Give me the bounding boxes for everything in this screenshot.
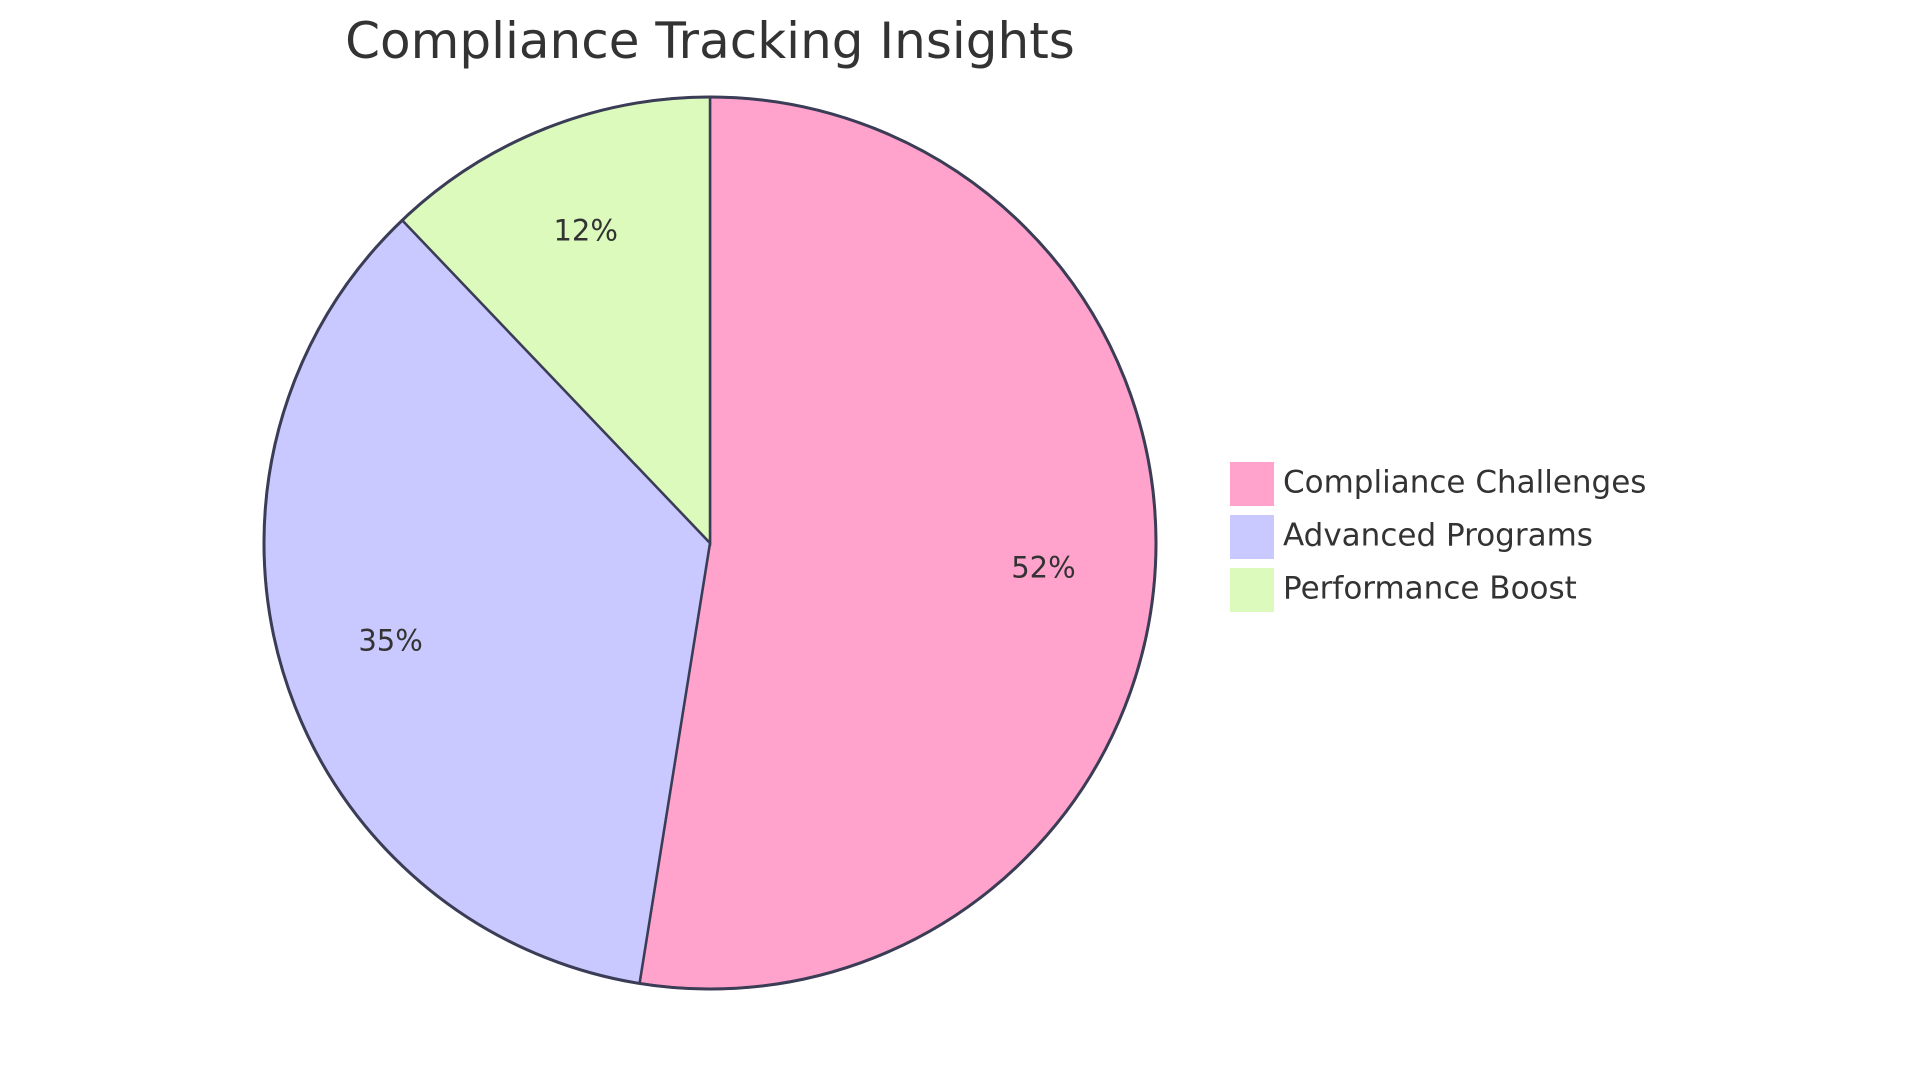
slices-layer [262,95,1158,991]
pie-slice-compliance-challenges [638,95,1158,991]
slice-label-performance-boost: 12% [553,213,617,247]
legend-label-performance-boost: Performance Boost [1283,571,1577,607]
legend-label-advanced-programs: Advanced Programs [1283,518,1593,554]
pie-outline [262,95,1158,991]
slice-labels-layer: 52% 35% 12% [358,213,1075,657]
chart-title: Compliance Tracking Insights [345,12,1075,70]
legend-swatch-advanced-programs [1230,515,1274,559]
legend: Compliance Challenges Advanced Programs Pe… [1230,462,1646,612]
slice-label-compliance-challenges: 52% [1011,551,1075,585]
slice-label-advanced-programs: 35% [358,623,422,657]
legend-swatch-performance-boost [1230,568,1274,612]
legend-label-compliance-challenges: Compliance Challenges [1283,465,1646,501]
legend-swatch-compliance-challenges [1230,462,1274,506]
